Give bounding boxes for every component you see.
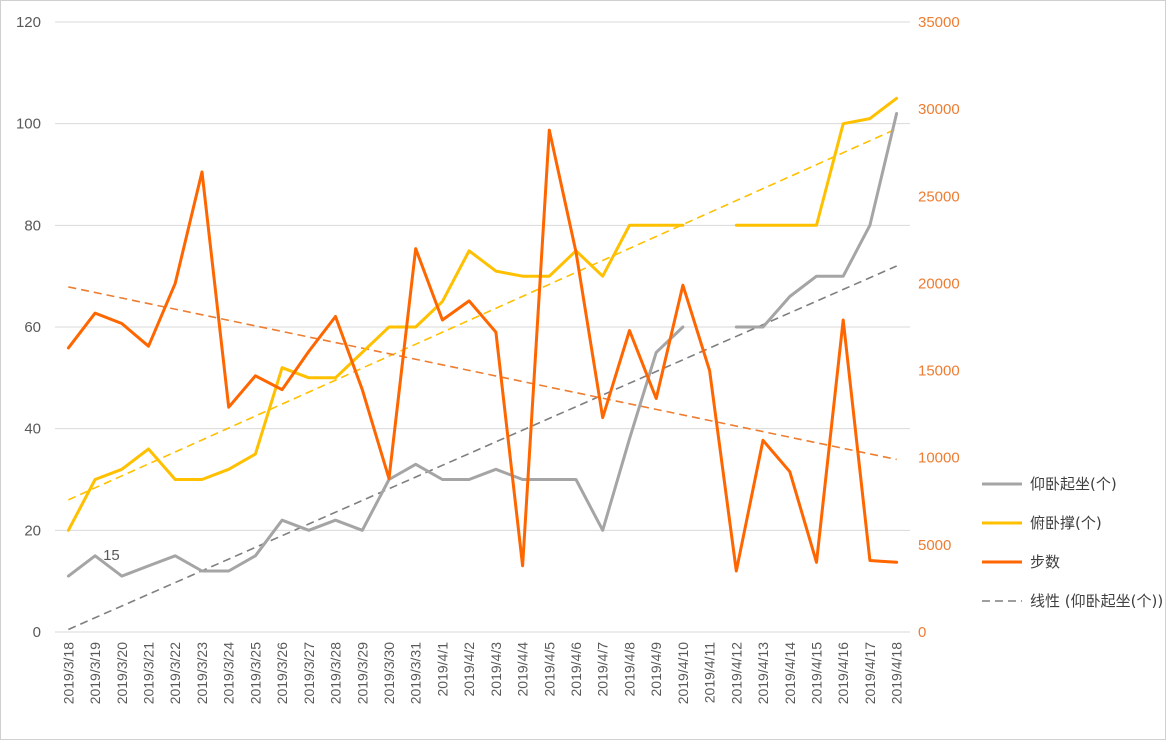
x-axis-tick-label: 2019/4/11 bbox=[702, 642, 718, 703]
left-axis-tick-label: 100 bbox=[16, 116, 41, 133]
series-line bbox=[66, 223, 685, 532]
left-axis-tick-label: 80 bbox=[24, 217, 41, 234]
x-axis-tick-label: 2019/4/9 bbox=[648, 642, 664, 697]
x-axis-tick-label: 2019/4/8 bbox=[621, 642, 637, 697]
x-axis-tick-label: 2019/3/18 bbox=[60, 642, 76, 704]
right-axis-tick-label: 20000 bbox=[918, 275, 960, 292]
trendline bbox=[68, 286, 897, 461]
x-axis-tick-label: 2019/3/21 bbox=[141, 642, 157, 704]
x-axis-tick-label: 2019/3/25 bbox=[247, 642, 263, 704]
legend-label: 仰卧起坐(个) bbox=[1030, 475, 1117, 493]
x-axis-tick-label: 2019/3/29 bbox=[354, 642, 370, 704]
x-axis-tick-label: 2019/3/24 bbox=[221, 642, 237, 704]
x-axis-tick-label: 2019/4/1 bbox=[434, 642, 450, 697]
left-axis-ticks: 0 20 40 60 80 100 120 bbox=[16, 14, 41, 641]
right-axis-tick-label: 30000 bbox=[918, 101, 960, 118]
legend-label: 线性 (仰卧起坐(个)) bbox=[1030, 592, 1163, 610]
right-axis-ticks: 0 5000 10000 15000 20000 25000 30000 35000 bbox=[918, 14, 960, 641]
legend-label: 俯卧撑(个) bbox=[1030, 514, 1102, 532]
right-axis-tick-label: 0 bbox=[918, 624, 926, 641]
x-axis-tick-label: 2019/4/7 bbox=[595, 642, 611, 697]
left-axis-tick-label: 120 bbox=[16, 14, 41, 31]
x-axis-ticks: 2019/3/18 2019/3/19 2019/3/20 2019/3/21 2019… bbox=[60, 642, 904, 705]
x-axis-tick-label: 2019/3/30 bbox=[381, 642, 397, 704]
x-axis-tick-label: 2019/4/3 bbox=[488, 642, 504, 697]
series-line bbox=[734, 112, 899, 329]
data-label: 15 bbox=[103, 547, 120, 564]
data-labels: 15 bbox=[103, 547, 120, 564]
x-axis-tick-label: 2019/4/6 bbox=[568, 642, 584, 697]
left-axis-tick-label: 40 bbox=[24, 421, 41, 438]
x-axis-tick-label: 2019/4/4 bbox=[515, 642, 531, 697]
x-axis-tick-label: 2019/4/14 bbox=[782, 642, 798, 704]
x-axis-tick-label: 2019/4/15 bbox=[808, 642, 824, 704]
trendlines bbox=[68, 128, 897, 631]
series-line bbox=[66, 128, 899, 573]
right-axis-tick-label: 15000 bbox=[918, 363, 960, 380]
x-axis-tick-label: 2019/3/22 bbox=[167, 642, 183, 704]
right-axis-tick-label: 25000 bbox=[918, 188, 960, 205]
x-axis-tick-label: 2019/4/17 bbox=[862, 642, 878, 704]
x-axis-tick-label: 2019/4/18 bbox=[889, 642, 905, 704]
x-axis-tick-label: 2019/3/20 bbox=[114, 642, 130, 704]
x-axis-tick-label: 2019/4/12 bbox=[728, 642, 744, 704]
left-axis-tick-label: 0 bbox=[33, 624, 41, 641]
x-axis-tick-label: 2019/4/2 bbox=[461, 642, 477, 697]
x-axis-tick-label: 2019/4/10 bbox=[675, 642, 691, 704]
x-axis-tick-label: 2019/3/27 bbox=[301, 642, 317, 704]
x-axis-tick-label: 2019/3/31 bbox=[408, 642, 424, 704]
x-axis-tick-label: 2019/4/13 bbox=[755, 642, 771, 704]
right-axis-tick-label: 35000 bbox=[918, 14, 960, 31]
right-axis-tick-label: 5000 bbox=[918, 537, 951, 554]
series-line bbox=[66, 325, 685, 578]
left-axis-tick-label: 60 bbox=[24, 319, 41, 336]
legend-label: 步数 bbox=[1030, 553, 1060, 571]
x-axis-tick-label: 2019/3/26 bbox=[274, 642, 290, 704]
left-axis-tick-label: 20 bbox=[24, 522, 41, 539]
x-axis-tick-label: 2019/3/23 bbox=[194, 642, 210, 704]
x-axis-tick-label: 2019/3/19 bbox=[87, 642, 103, 704]
x-axis-tick-label: 2019/4/5 bbox=[541, 642, 557, 697]
x-axis-tick-label: 2019/3/28 bbox=[328, 642, 344, 704]
series-line bbox=[734, 96, 899, 227]
gridlines bbox=[55, 21, 910, 633]
right-axis-tick-label: 10000 bbox=[918, 450, 960, 467]
data-series bbox=[66, 96, 899, 578]
trendline bbox=[68, 128, 897, 501]
x-axis-tick-label: 2019/4/16 bbox=[835, 642, 851, 704]
trendline bbox=[68, 265, 897, 631]
